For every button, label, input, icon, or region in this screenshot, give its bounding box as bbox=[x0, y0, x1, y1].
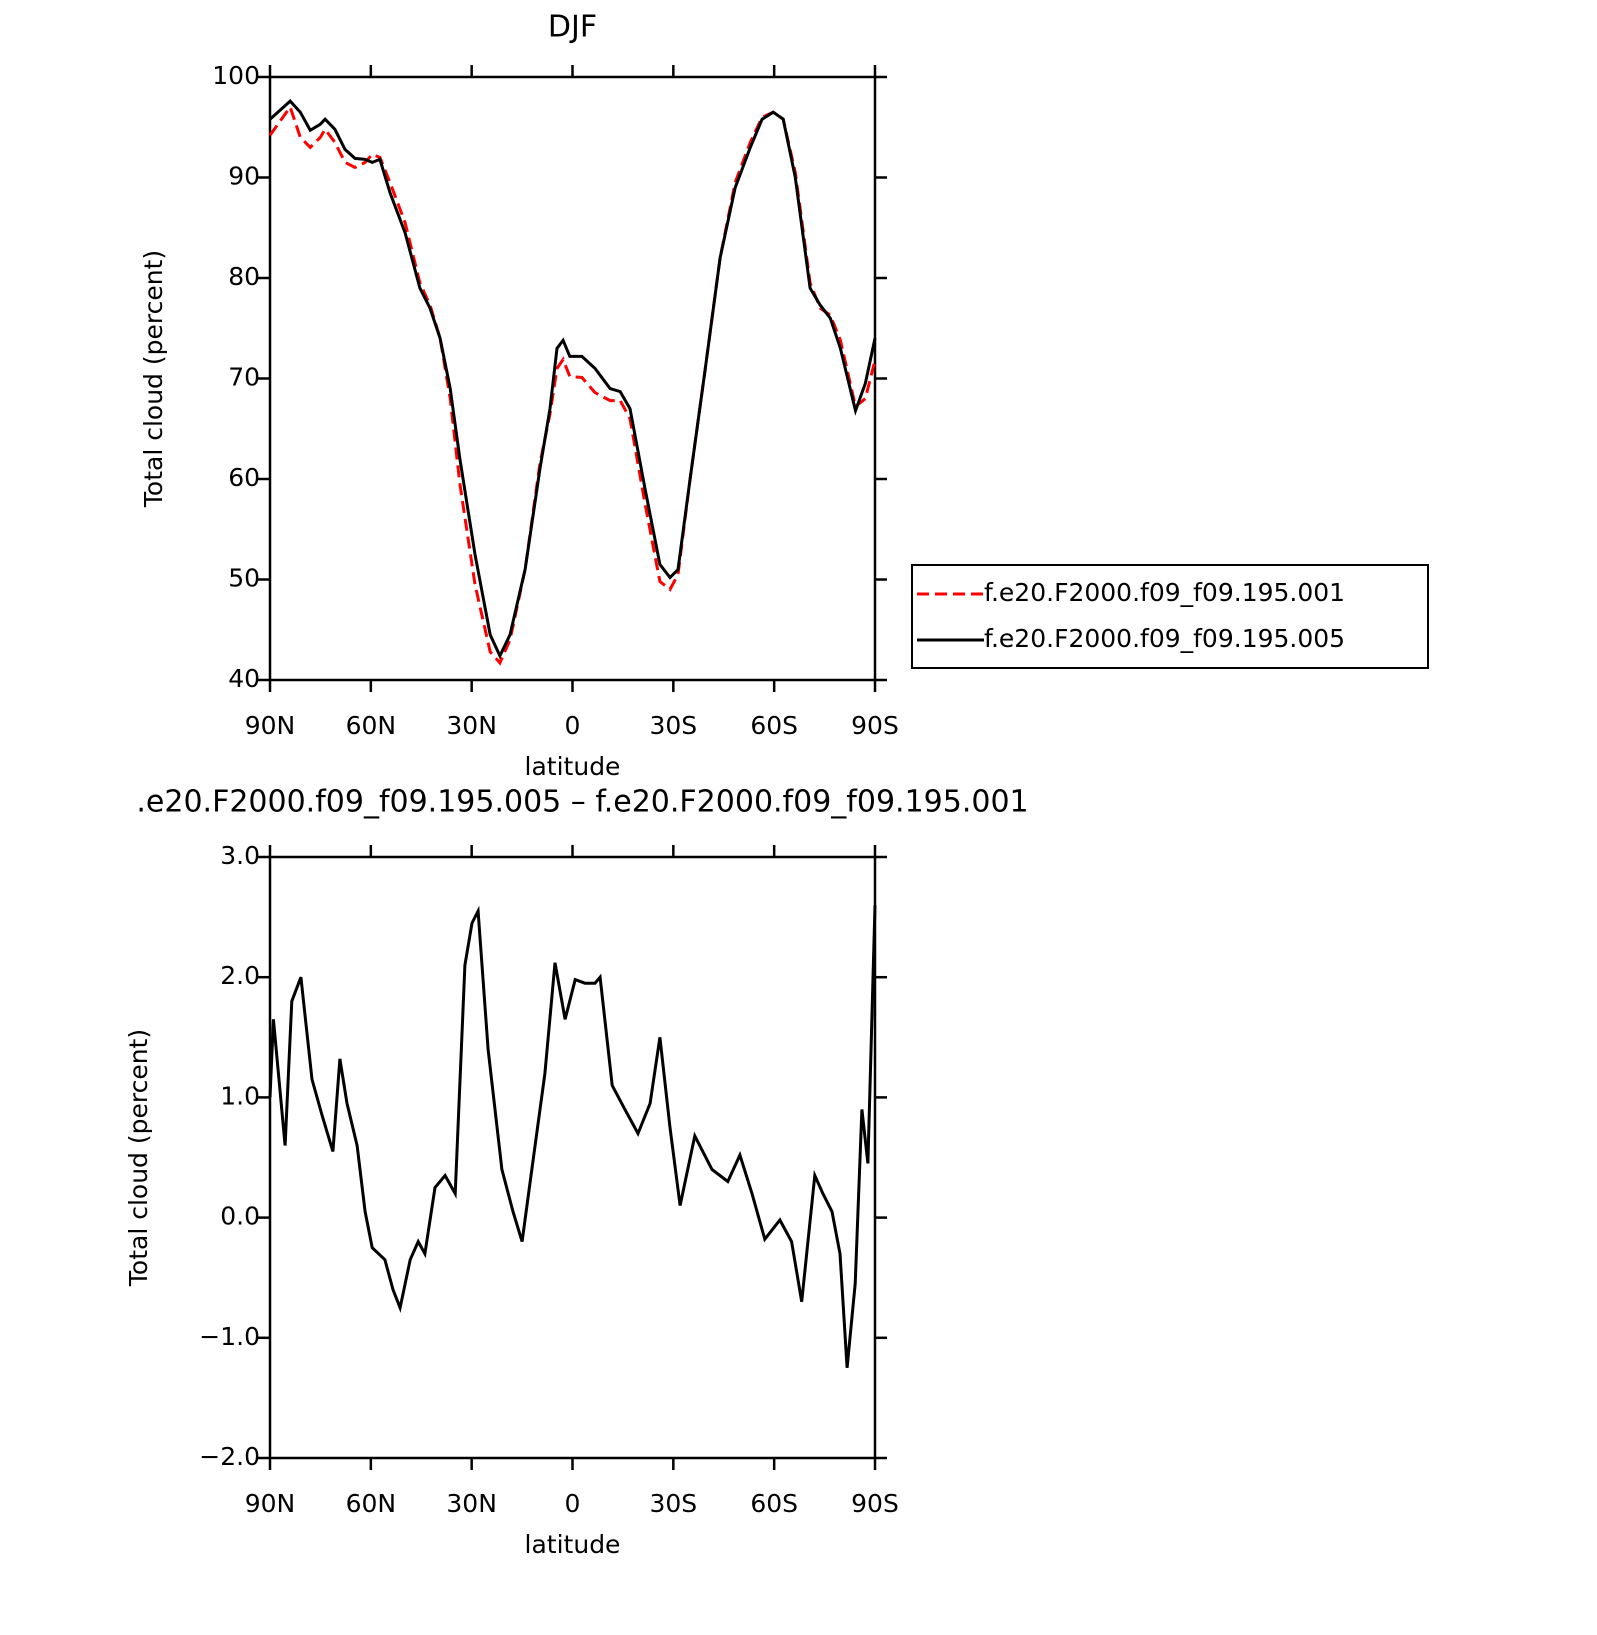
x-tick-label: 60N bbox=[346, 711, 397, 740]
data-line bbox=[268, 98, 877, 660]
x-tick-label: 30S bbox=[649, 711, 697, 740]
x-tick-label: 90S bbox=[851, 1489, 899, 1518]
plot-frame bbox=[268, 855, 877, 1460]
y-tick-label: 0.0 bbox=[220, 1202, 260, 1231]
y-tick-label: 100 bbox=[212, 61, 260, 90]
x-tick-label: 90N bbox=[245, 1489, 296, 1518]
x-tick-label: 30N bbox=[446, 1489, 497, 1518]
x-tick-label: 90N bbox=[245, 711, 296, 740]
y-axis-label: Total cloud (percent) bbox=[139, 250, 168, 508]
y-axis-label: Total cloud (percent) bbox=[124, 1029, 153, 1287]
legend-box bbox=[911, 564, 1429, 669]
y-tick-label: −2.0 bbox=[199, 1442, 260, 1471]
x-axis-label: latitude bbox=[525, 752, 621, 781]
data-line bbox=[268, 905, 877, 1368]
y-tick-label: −1.0 bbox=[199, 1322, 260, 1351]
chart-title: DJF bbox=[548, 10, 597, 45]
x-tick-label: 0 bbox=[565, 1489, 581, 1518]
y-tick-label: 3.0 bbox=[220, 841, 260, 870]
y-tick-label: 70 bbox=[228, 363, 260, 392]
x-tick-label: 60S bbox=[750, 1489, 798, 1518]
y-tick-label: 60 bbox=[228, 463, 260, 492]
legend-label: f.e20.F2000.f09_f09.195.001 bbox=[984, 578, 1345, 607]
x-tick-label: 60S bbox=[750, 711, 798, 740]
legend-label: f.e20.F2000.f09_f09.195.005 bbox=[984, 624, 1345, 653]
y-tick-label: 90 bbox=[228, 162, 260, 191]
y-tick-label: 50 bbox=[228, 564, 260, 593]
x-tick-label: 0 bbox=[565, 711, 581, 740]
y-tick-label: 1.0 bbox=[220, 1081, 260, 1110]
x-tick-label: 60N bbox=[346, 1489, 397, 1518]
plot-frame bbox=[268, 75, 877, 682]
x-tick-label: 30N bbox=[446, 711, 497, 740]
x-tick-label: 90S bbox=[851, 711, 899, 740]
y-tick-label: 2.0 bbox=[220, 961, 260, 990]
chart-title: .e20.F2000.f09_f09.195.005 – f.e20.F2000… bbox=[136, 785, 1028, 820]
data-line bbox=[268, 103, 877, 666]
y-tick-label: 80 bbox=[228, 262, 260, 291]
x-axis-label: latitude bbox=[525, 1530, 621, 1559]
x-tick-label: 30S bbox=[649, 1489, 697, 1518]
y-tick-label: 40 bbox=[228, 664, 260, 693]
